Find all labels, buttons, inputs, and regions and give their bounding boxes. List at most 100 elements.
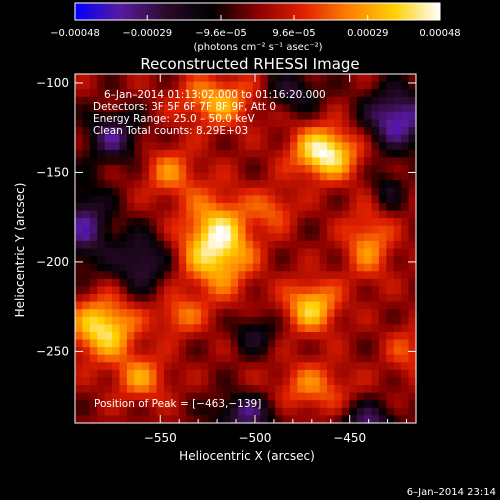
heatmap-cell <box>327 324 336 333</box>
heatmap-cell <box>393 89 402 98</box>
heatmap-cell <box>297 187 306 196</box>
heatmap-cell <box>156 225 165 234</box>
heatmap-cell <box>371 392 380 401</box>
heatmap-cell <box>223 278 232 288</box>
heatmap-cell <box>141 369 150 379</box>
heatmap-cell <box>238 369 247 379</box>
heatmap-cell <box>297 301 306 310</box>
heatmap-cell <box>134 415 143 424</box>
heatmap-cell <box>275 172 284 181</box>
heatmap-cell <box>371 172 380 181</box>
plot-frame <box>74 73 417 424</box>
heatmap-cell <box>230 165 239 174</box>
heatmap-cell <box>208 111 217 121</box>
heatmap-cell <box>252 149 261 159</box>
heatmap-cell <box>364 392 373 401</box>
heatmap-cell <box>364 202 373 212</box>
heatmap-cell <box>149 187 158 196</box>
heatmap-cell <box>327 233 336 242</box>
heatmap-cell <box>186 309 195 318</box>
heatmap-cell <box>97 263 106 272</box>
heatmap-cell <box>171 240 180 250</box>
heatmap-cell <box>163 362 172 371</box>
heatmap-cell <box>364 218 373 227</box>
heatmap-cell <box>89 263 98 272</box>
heatmap-cell <box>289 385 298 394</box>
heatmap-cell <box>97 195 106 204</box>
heatmap-cell <box>349 240 358 250</box>
heatmap-cell <box>141 111 150 121</box>
heatmap-cell <box>104 400 113 409</box>
heatmap-cell <box>119 301 128 310</box>
heatmap-cell <box>75 415 84 424</box>
heatmap-cell <box>134 362 143 371</box>
heatmap-cell <box>89 385 98 394</box>
heatmap-cell <box>201 240 210 250</box>
heatmap-cell <box>208 263 217 272</box>
heatmap-cell <box>82 142 91 151</box>
heatmap-cell <box>393 195 402 204</box>
heatmap-cell <box>304 180 313 189</box>
heatmap-cell <box>104 81 113 90</box>
heatmap-cell <box>75 157 84 166</box>
heatmap-cell <box>178 202 187 212</box>
heatmap-cell <box>356 225 365 234</box>
heatmap-cell <box>141 96 150 105</box>
heatmap-cell <box>104 369 113 379</box>
heatmap-cell <box>401 225 410 234</box>
heatmap-cell <box>349 96 358 105</box>
heatmap-cell <box>327 89 336 98</box>
heatmap-cell <box>289 347 298 356</box>
heatmap-cell <box>260 415 269 424</box>
heatmap-cell <box>364 96 373 105</box>
heatmap-cell <box>215 202 224 212</box>
heatmap-cell <box>267 96 276 105</box>
heatmap-cell <box>327 240 336 250</box>
heatmap-cell <box>82 339 91 348</box>
heatmap-cell <box>97 316 106 325</box>
heatmap-cell <box>275 256 284 265</box>
heatmap-cell <box>401 233 410 242</box>
heatmap-cell <box>252 165 261 174</box>
heatmap-cell <box>75 354 84 363</box>
heatmap-cell <box>327 202 336 212</box>
heatmap-cell <box>230 339 239 348</box>
heatmap-cell <box>349 187 358 196</box>
heatmap-cell <box>97 134 106 143</box>
heatmap-cell <box>327 180 336 189</box>
heatmap-cell <box>156 294 165 303</box>
heatmap-cell <box>386 286 395 295</box>
heatmap-cell <box>297 149 306 159</box>
heatmap-cell <box>141 104 150 113</box>
heatmap-cell <box>312 407 321 417</box>
heatmap-cell <box>304 233 313 242</box>
heatmap-cell <box>349 331 358 341</box>
heatmap-cell <box>364 248 373 257</box>
heatmap-cell <box>201 74 210 83</box>
heatmap-cell <box>186 180 195 189</box>
heatmap-cell <box>193 301 202 310</box>
heatmap-cell <box>238 248 247 257</box>
heatmap-cell <box>238 218 247 227</box>
heatmap-cell <box>282 74 291 83</box>
heatmap-cell <box>201 407 210 417</box>
heatmap-cell <box>356 354 365 363</box>
heatmap-cell <box>356 81 365 90</box>
heatmap-cell <box>208 309 217 318</box>
heatmap-cell <box>223 180 232 189</box>
heatmap-cell <box>319 400 328 409</box>
heatmap-cell <box>408 271 417 280</box>
heatmap-cell <box>297 195 306 204</box>
heatmap-cell <box>401 165 410 174</box>
heatmap-cell <box>223 89 232 98</box>
heatmap-cell <box>126 210 135 219</box>
colorbar-tick-label: −9.6e−05 <box>195 28 247 39</box>
heatmap-cell <box>171 278 180 288</box>
heatmap-cell <box>112 157 121 166</box>
heatmap-cell <box>75 127 84 136</box>
heatmap-cell <box>215 74 224 83</box>
heatmap-cell <box>371 81 380 90</box>
heatmap-cell <box>156 407 165 417</box>
heatmap-cell <box>275 142 284 151</box>
